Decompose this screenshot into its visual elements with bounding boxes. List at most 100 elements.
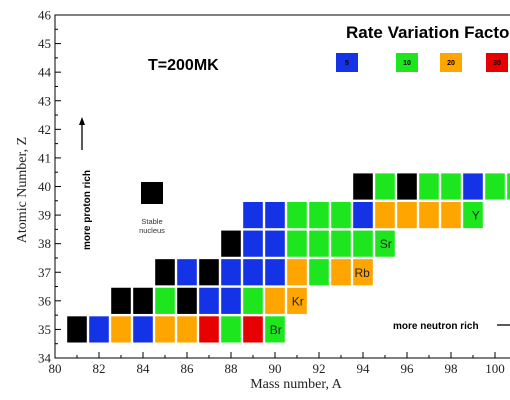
nuclide-cell-stable xyxy=(221,230,241,257)
y-tick-label: 39 xyxy=(38,208,51,223)
nuclide-cell-f10 xyxy=(331,201,351,229)
nuclide-cell-f10 xyxy=(507,173,510,200)
nuclide-cell-f5 xyxy=(221,259,241,286)
nuclide-cell-f20 xyxy=(441,201,461,229)
y-tick-label: 36 xyxy=(38,293,52,308)
legend-swatch-f10 xyxy=(396,53,418,72)
x-axis-ticks: 80 82 84 86 88 90 92 94 96 98 100 xyxy=(49,352,505,376)
nuclide-cell-f10 xyxy=(441,173,461,200)
nuclide-cell-stable xyxy=(199,259,219,286)
nuclide-cell-f10 xyxy=(243,287,263,314)
nuclide-cell-f5 xyxy=(199,287,219,314)
nuclide-cell-f20 xyxy=(111,316,131,343)
legend-swatch-f5 xyxy=(336,53,358,72)
nuclide-cell-f20 xyxy=(287,259,307,286)
y-tick-label: 40 xyxy=(38,179,51,194)
y-axis-title: Atomic Number, Z xyxy=(15,137,30,243)
nuclide-cell-f10 xyxy=(309,201,329,229)
legend-label-f5: 5 xyxy=(345,60,349,67)
nuclide-cell-f5 xyxy=(133,316,153,343)
y-tick-label: 43 xyxy=(38,93,51,108)
legend-swatch-f20 xyxy=(440,53,462,72)
nuclide-cell-f10 xyxy=(375,230,395,257)
nuclide-cell-f5 xyxy=(463,173,483,200)
x-tick-label: 86 xyxy=(181,361,195,376)
nuclide-cell-f10 xyxy=(309,230,329,257)
y-tick-label: 34 xyxy=(38,351,52,366)
y-tick-label: 38 xyxy=(38,236,51,251)
nuclide-cell-f10 xyxy=(375,173,395,200)
x-tick-label: 84 xyxy=(137,361,151,376)
nuclide-cell-f20 xyxy=(375,201,395,229)
nuclide-cell-stable xyxy=(397,173,417,200)
nuclide-cell-f5 xyxy=(243,259,263,286)
element-label: Kr xyxy=(292,294,304,308)
legend-label-f10: 10 xyxy=(403,60,411,67)
temperature-label: T=200MK xyxy=(148,57,219,74)
x-tick-label: 92 xyxy=(313,361,326,376)
element-label: Br xyxy=(270,323,282,337)
y-tick-label: 46 xyxy=(38,8,52,23)
y-tick-label: 37 xyxy=(38,265,52,280)
nuclide-cell-f5 xyxy=(265,259,285,286)
y-tick-label: 35 xyxy=(38,322,51,337)
x-tick-label: 90 xyxy=(269,361,282,376)
nuclide-cell-f10 xyxy=(287,201,307,229)
nuclide-cell-f20 xyxy=(353,259,373,286)
nuclide-cell-f5 xyxy=(243,201,263,229)
x-axis-title: Mass number, A xyxy=(250,377,342,392)
nuclide-cell-f20 xyxy=(265,287,285,314)
legend-title: Rate Variation Factor xyxy=(346,23,510,42)
legend-label-f30: 30 xyxy=(493,60,501,67)
stable-nucleus-label-line1: Stable xyxy=(141,217,162,226)
x-tick-label: 100 xyxy=(485,361,505,376)
x-tick-label: 98 xyxy=(445,361,458,376)
nuclide-cell-f5 xyxy=(177,259,197,286)
nuclide-cell-f20 xyxy=(155,316,175,343)
nuclide-cells: Br Kr Rb Sr Y xyxy=(67,173,510,343)
proton-rich-arrowhead xyxy=(79,117,85,125)
y-tick-label: 45 xyxy=(38,36,51,51)
nuclide-cell-f20 xyxy=(397,201,417,229)
nuclide-cell-stable xyxy=(177,287,197,314)
x-tick-label: 96 xyxy=(401,361,415,376)
legend-label-f20: 20 xyxy=(447,60,455,67)
y-tick-label: 44 xyxy=(38,65,52,80)
nuclide-cell-f10 xyxy=(463,201,483,229)
stable-nucleus-legend-swatch xyxy=(141,182,163,204)
nuclide-cell-f5 xyxy=(265,230,285,257)
element-label: Sr xyxy=(380,237,392,251)
nuclide-cell-stable xyxy=(155,259,175,286)
nuclide-cell-f10 xyxy=(353,230,373,257)
y-tick-label: 42 xyxy=(38,122,51,137)
nuclide-cell-f5 xyxy=(265,201,285,229)
x-tick-label: 88 xyxy=(225,361,238,376)
nuclide-cell-f20 xyxy=(287,287,307,314)
nuclide-cell-f20 xyxy=(177,316,197,343)
element-label: Y xyxy=(472,209,480,223)
x-tick-label: 94 xyxy=(357,361,371,376)
proton-rich-label: more proton rich xyxy=(82,170,93,250)
nuclide-cell-f10 xyxy=(155,287,175,314)
nuclide-cell-f10 xyxy=(331,230,351,257)
nuclide-cell-f30 xyxy=(199,316,219,343)
element-label: Rb xyxy=(354,266,370,280)
nuclide-cell-f5 xyxy=(353,201,373,229)
nuclide-cell-f5 xyxy=(89,316,109,343)
nuclide-cell-f30 xyxy=(243,316,263,343)
nuclide-cell-f5 xyxy=(243,230,263,257)
nuclide-cell-stable xyxy=(133,287,153,314)
nuclide-cell-stable xyxy=(111,287,131,314)
nuclide-cell-stable xyxy=(67,316,87,343)
nuclide-cell-f10 xyxy=(309,259,329,286)
neutron-rich-label: more neutron rich xyxy=(393,321,479,332)
x-tick-label: 82 xyxy=(93,361,106,376)
y-axis-ticks: 34 35 36 37 38 39 40 41 42 43 44 45 46 xyxy=(38,8,61,366)
nuclide-cell-f10 xyxy=(419,173,439,200)
legend-swatch-f30 xyxy=(486,53,508,72)
stable-nucleus-label-line2: nucleus xyxy=(139,226,165,235)
nuclide-cell-f10 xyxy=(221,316,241,343)
nuclide-cell-f10 xyxy=(287,230,307,257)
y-tick-label: 41 xyxy=(38,150,51,165)
